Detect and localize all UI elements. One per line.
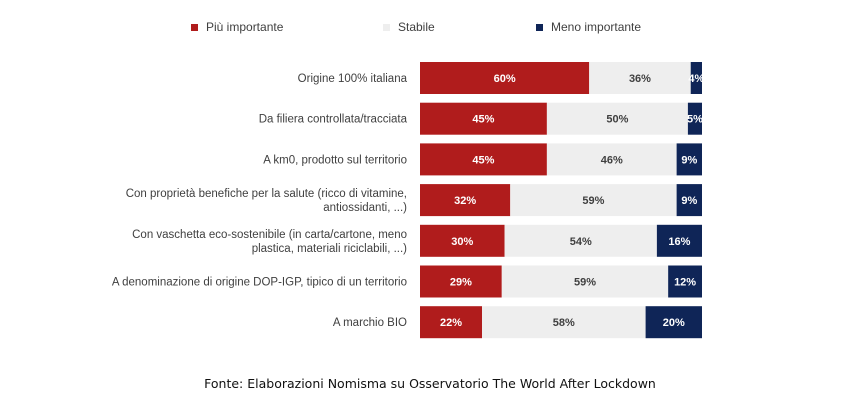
bar-segment: [676, 184, 702, 217]
legend-swatch-piu-importante: [191, 23, 198, 31]
legend-swatch-stabile: [383, 23, 390, 31]
data-label: 32%: [454, 195, 476, 207]
data-label: 36%: [629, 73, 651, 85]
category-label: Con vaschetta eco-sostenibile (in carta/…: [132, 229, 407, 255]
legend-item-meno-importante: Meno importante: [536, 20, 641, 34]
category-label: Da filiera controllata/tracciata: [259, 114, 408, 126]
data-label: 45%: [472, 154, 494, 166]
category-label: Origine 100% italiana: [298, 73, 408, 85]
bar-segment: [546, 102, 688, 135]
data-label: 20%: [663, 317, 685, 329]
data-label: 54%: [570, 236, 592, 248]
bar-segment: [687, 102, 702, 135]
data-label: 58%: [553, 317, 575, 329]
legend: Più importante Stabile Meno importante: [0, 20, 860, 36]
bar-segment: [645, 306, 702, 339]
bar-segment: [690, 62, 702, 94]
legend-item-stabile: Stabile: [383, 20, 435, 34]
data-label: 46%: [601, 154, 623, 166]
legend-label-piu-importante: Più importante: [206, 20, 284, 34]
bar-segment: [420, 62, 590, 94]
bar-segment: [420, 184, 511, 217]
data-label: 59%: [574, 277, 596, 289]
data-label: 30%: [451, 236, 473, 248]
bar-segment: [510, 184, 677, 217]
bar-segment: [656, 224, 702, 257]
bar-segment: [504, 224, 657, 257]
bar-segment: [420, 143, 547, 176]
bar-segment: [668, 265, 702, 298]
data-label: 50%: [606, 114, 628, 126]
legend-label-stabile: Stabile: [398, 20, 435, 34]
stacked-bar-chart: Origine 100% italiana 60% 36% 4% Da filiera …: [111, 62, 704, 339]
legend-label-meno-importante: Meno importante: [551, 20, 642, 34]
category-label: A marchio BIO: [333, 317, 407, 329]
category-label: A denominazione di origine DOP-IGP, tipi…: [112, 277, 407, 289]
data-label: 16%: [668, 236, 690, 248]
data-label: 59%: [582, 195, 604, 207]
bar-segment: [676, 143, 702, 176]
bar-segment: [420, 265, 502, 298]
bar-segment: [420, 224, 505, 257]
data-label: 29%: [450, 277, 472, 289]
bar-segment: [420, 102, 547, 135]
bar-segment: [420, 306, 483, 339]
data-label: 9%: [681, 195, 697, 207]
data-label: 45%: [472, 114, 494, 126]
data-label: 12%: [674, 277, 696, 289]
data-label: 4%: [688, 73, 704, 85]
legend-swatch-meno-importante: [536, 23, 543, 31]
bar-segment: [546, 143, 677, 176]
bar-segment: [482, 306, 646, 339]
data-label: 22%: [440, 317, 462, 329]
category-label: Con proprietà benefiche per la salute (r…: [126, 188, 407, 214]
source-note: Fonte: Elaborazioni Nomisma su Osservato…: [204, 376, 656, 391]
bar-segment: [589, 62, 691, 94]
legend-item-piu-importante: Più importante: [191, 20, 283, 34]
bar-segment: [501, 265, 669, 298]
data-label: 5%: [687, 114, 703, 126]
data-label: 9%: [681, 154, 697, 166]
category-label: A km0, prodotto sul territorio: [263, 154, 407, 166]
data-label: 60%: [494, 73, 516, 85]
